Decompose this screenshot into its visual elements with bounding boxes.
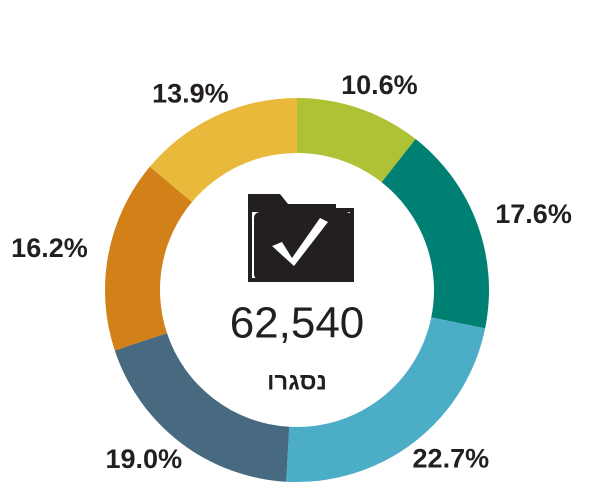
folder-icon [248,194,354,282]
donut-segment [286,317,486,482]
donut-segment [114,333,290,482]
value-label: 10.6% [341,70,418,100]
donut-segment [297,98,416,183]
center-caption: נסגרו [267,368,327,395]
value-label: 19.0% [106,444,183,474]
donut-segment [381,139,489,329]
value-label: 17.6% [495,199,572,229]
value-label: 16.2% [11,233,88,263]
donut-segment [149,98,297,203]
value-label: 13.9% [152,78,229,108]
center-value: 62,540 [230,299,365,348]
value-label: 22.7% [413,443,490,473]
donut-segment [105,166,192,351]
